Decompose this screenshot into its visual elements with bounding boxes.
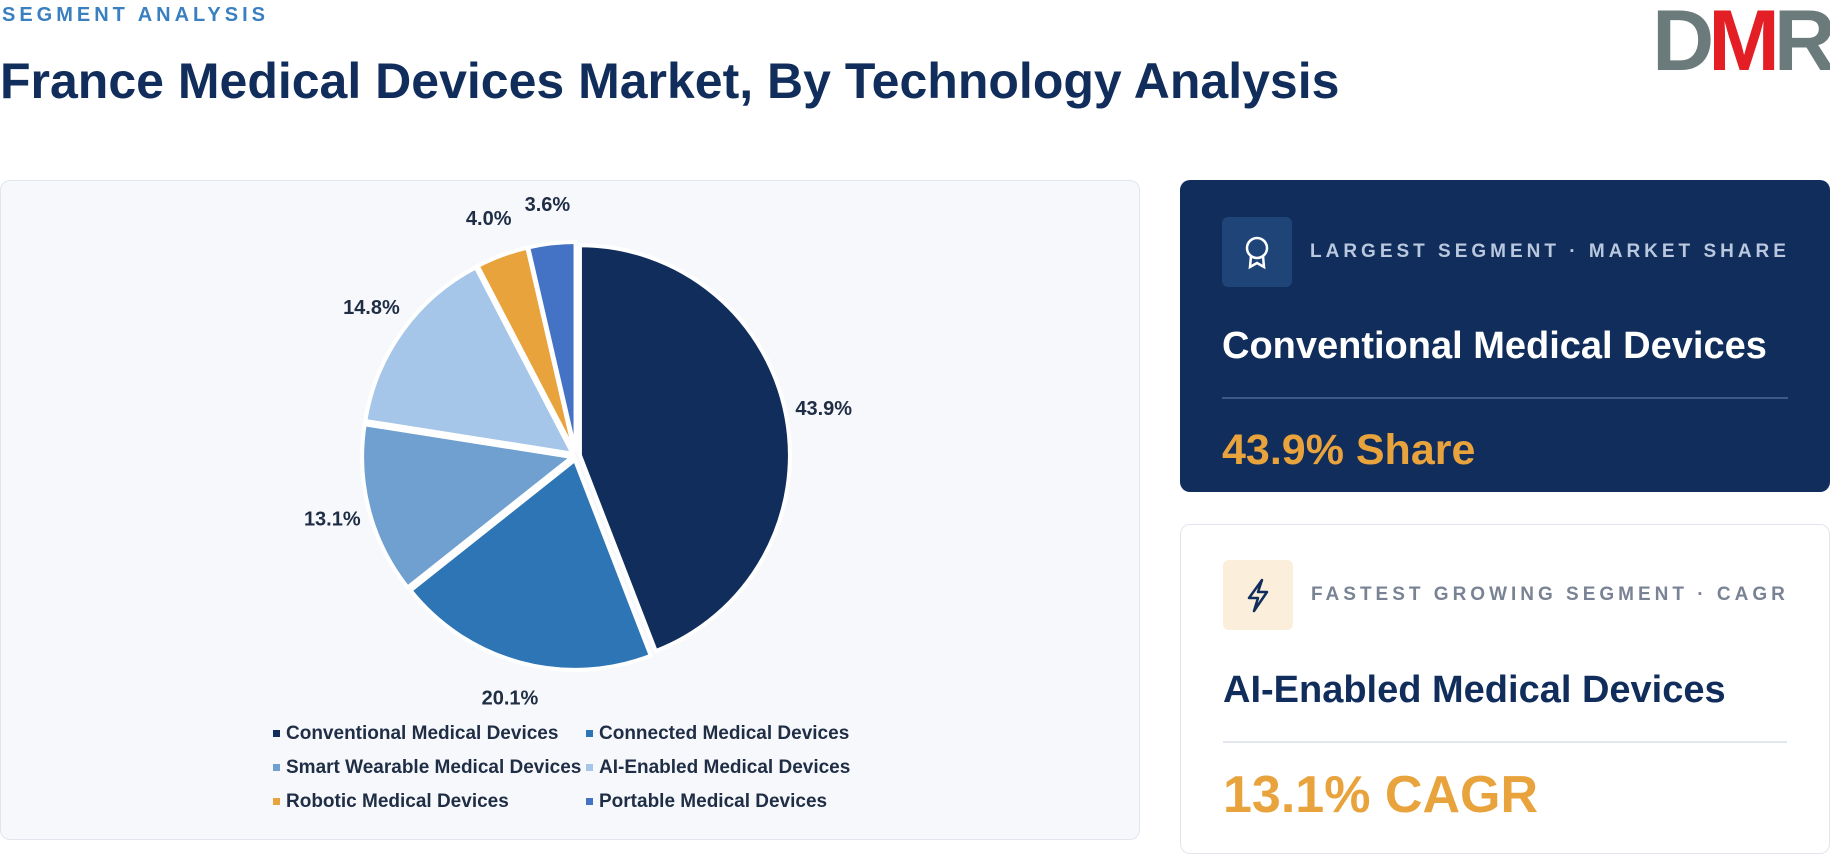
chart-panel: 43.9% 20.1% 13.1% 14.8% 4.0% 3.6% Conventional… [0, 180, 1140, 840]
legend-swatch [586, 730, 593, 737]
card-stat: 13.1% CAGR [1223, 766, 1538, 824]
legend-swatch [586, 764, 593, 771]
legend-swatch [273, 798, 280, 805]
pie-slice [360, 422, 577, 591]
pie-slice [577, 243, 792, 654]
legend-label: Portable Medical Devices [599, 791, 827, 812]
fastest-segment-card: FASTEST GROWING SEGMENT · CAGR AI-Enable… [1180, 524, 1830, 854]
pie-slice [363, 264, 577, 457]
pie-slice [525, 240, 578, 453]
legend-label: Conventional Medical Devices [286, 723, 558, 744]
slice-label: 3.6% [525, 194, 571, 216]
logo: DMR [1652, 0, 1830, 91]
legend-swatch [273, 764, 280, 771]
card-label: FASTEST GROWING SEGMENT · CAGR [1311, 584, 1789, 605]
kicker: SEGMENT ANALYSIS [2, 4, 269, 26]
card-stat: 43.9% Share [1222, 426, 1476, 474]
slice-label: 43.9% [795, 398, 852, 420]
legend-label: AI-Enabled Medical Devices [599, 757, 850, 778]
legend-label: Robotic Medical Devices [286, 791, 509, 812]
legend-label: Connected Medical Devices [599, 723, 849, 744]
card-label: LARGEST SEGMENT · MARKET SHARE [1310, 241, 1790, 262]
slice-label: 13.1% [304, 508, 361, 530]
card-segment: AI-Enabled Medical Devices [1223, 669, 1726, 711]
bolt-icon [1223, 560, 1293, 630]
slice-label: 20.1% [482, 687, 539, 709]
pie-slice [407, 456, 654, 672]
legend-swatch [273, 730, 280, 737]
logo-letter: M [1708, 0, 1780, 89]
award-icon [1222, 217, 1292, 287]
largest-segment-card: LARGEST SEGMENT · MARKET SHARE Conventio… [1180, 180, 1830, 492]
divider [1222, 397, 1788, 399]
icon-svg [1247, 578, 1269, 613]
chart: 43.9% 20.1% 13.1% 14.8% 4.0% 3.6% Conventional… [273, 194, 852, 812]
page-title: France Medical Devices Market, By Techno… [0, 53, 1340, 109]
card-segment: Conventional Medical Devices [1222, 325, 1767, 367]
logo-letter: R [1773, 0, 1830, 89]
slice-label: 14.8% [343, 297, 400, 319]
legend-label: Smart Wearable Medical Devices [286, 757, 581, 778]
logo-letter: D [1652, 0, 1714, 89]
slice-label: 4.0% [466, 208, 512, 230]
icon-svg [1245, 236, 1269, 270]
legend-swatch [586, 798, 593, 805]
divider [1223, 741, 1787, 743]
